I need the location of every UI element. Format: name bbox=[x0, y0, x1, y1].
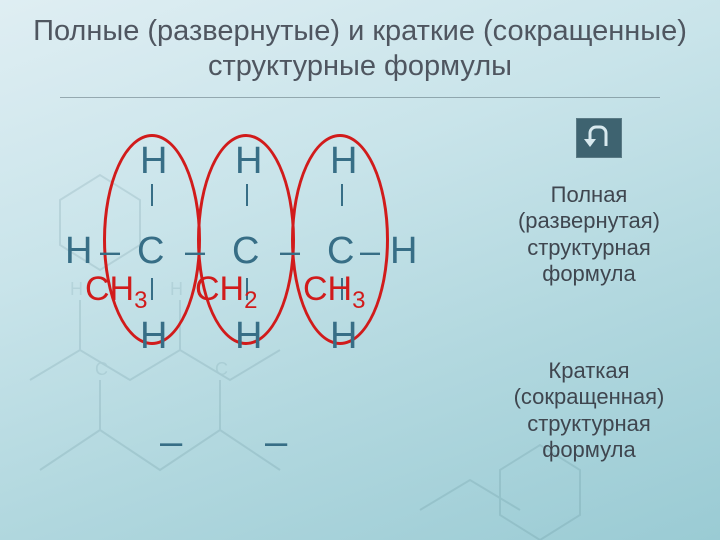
ch-sub-1: 3 bbox=[134, 287, 147, 314]
ch-sub-2: 2 bbox=[244, 287, 257, 314]
slide: H H C C Полные (развернутые) и краткие (… bbox=[0, 0, 720, 540]
atom-H-top-1: H bbox=[140, 140, 167, 183]
atom-H-left: Н bbox=[65, 230, 92, 273]
bond-h-2: – bbox=[185, 230, 205, 272]
ch-group-2: CH2 bbox=[195, 270, 257, 309]
bond-h-4: – bbox=[360, 230, 380, 272]
atom-C-2: С bbox=[232, 230, 259, 273]
ch-group-3: CH3 bbox=[303, 270, 365, 309]
bond-v-top-2 bbox=[246, 184, 248, 206]
ch-group-1: CH3 bbox=[85, 270, 147, 309]
atom-C-3: С bbox=[327, 230, 354, 273]
structural-formula: H H H Н – С – С – С – Н Н Н Н CH3 CH2 CH… bbox=[45, 140, 445, 390]
title-divider bbox=[60, 97, 660, 98]
short-bond-1: – bbox=[160, 420, 182, 465]
short-bond-2: – bbox=[265, 420, 287, 465]
ch-text-1: CH bbox=[85, 270, 134, 308]
bond-v-top-1 bbox=[151, 184, 153, 206]
page-title: Полные (развернутые) и краткие (сокращен… bbox=[0, 14, 720, 84]
atom-H-right: Н bbox=[390, 230, 417, 273]
atom-H-bot-3: Н bbox=[330, 315, 357, 358]
atom-H-top-3: H bbox=[330, 140, 357, 183]
atom-C-1: С bbox=[137, 230, 164, 273]
ch-text-3: CH bbox=[303, 270, 352, 308]
caption-full-formula: Полная (развернутая) структурная формула bbox=[494, 182, 684, 288]
ch-sub-3: 3 bbox=[352, 287, 365, 314]
atom-H-top-2: H bbox=[235, 140, 262, 183]
bond-h-3: – bbox=[280, 230, 300, 272]
bond-h-1: – bbox=[100, 230, 120, 272]
back-button[interactable] bbox=[576, 118, 622, 158]
caption-brief-formula: Краткая (сокращенная) структурная формул… bbox=[494, 358, 684, 464]
bond-v-bot-1 bbox=[151, 278, 153, 300]
atom-H-bot-2: Н bbox=[235, 315, 262, 358]
u-turn-icon bbox=[584, 125, 614, 151]
bond-v-top-3 bbox=[341, 184, 343, 206]
atom-H-bot-1: Н bbox=[140, 315, 167, 358]
ch-text-2: CH bbox=[195, 270, 244, 308]
